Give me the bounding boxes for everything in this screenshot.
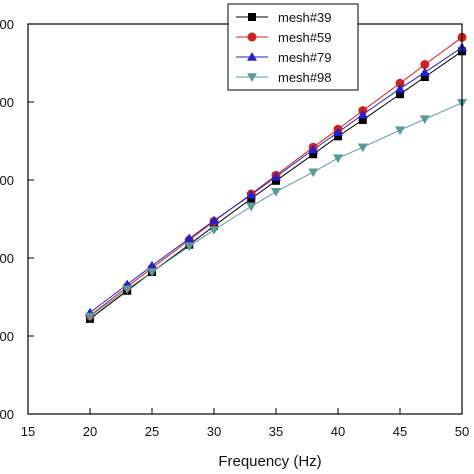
y-tick-label: 00 [0, 329, 14, 344]
x-tick-label: 25 [145, 424, 159, 439]
x-axis-title: Frequency (Hz) [218, 453, 321, 470]
data-point-mesh#79 [271, 171, 281, 181]
x-tick-label: 30 [207, 424, 221, 439]
data-point-mesh#39 [334, 132, 342, 141]
data-point-mesh#79 [357, 109, 368, 119]
data-point-mesh#98 [246, 202, 257, 212]
data-point-mesh#98 [271, 187, 281, 197]
data-point-mesh#79 [184, 233, 195, 243]
data-point-mesh#79 [246, 189, 257, 199]
data-point-mesh#79 [395, 83, 405, 93]
data-point-mesh#39 [420, 73, 429, 82]
data-point-mesh#98 [308, 168, 319, 178]
legend-marker [247, 32, 257, 42]
legend-label: mesh#98 [278, 70, 331, 85]
data-point-mesh#79 [147, 260, 157, 270]
data-point-mesh#98 [333, 154, 343, 164]
x-tick-label: 20 [83, 424, 97, 439]
data-point-mesh#59 [420, 60, 430, 70]
data-point-mesh#98 [395, 126, 405, 136]
x-tick-label: 40 [331, 424, 345, 439]
legend-label: mesh#79 [278, 50, 331, 65]
data-point-mesh#98 [357, 143, 368, 153]
data-point-mesh#98 [209, 226, 219, 235]
data-point-mesh#98 [184, 242, 195, 252]
legend-marker [247, 52, 257, 61]
data-point-mesh#39 [309, 150, 318, 159]
legend-marker [247, 73, 257, 82]
data-point-mesh#39 [358, 115, 367, 124]
y-tick-label: 00 [0, 407, 14, 422]
data-point-mesh#98 [419, 115, 430, 125]
data-point-mesh#39 [272, 176, 280, 185]
data-point-mesh#79 [209, 215, 219, 225]
y-tick-label: 00 [0, 17, 14, 32]
data-point-mesh#39 [210, 222, 218, 231]
data-point-mesh#79 [419, 67, 430, 77]
data-point-mesh#98 [85, 312, 95, 322]
x-tick-label: 45 [393, 424, 407, 439]
y-tick-label: 00 [0, 95, 14, 110]
data-point-mesh#39 [396, 90, 404, 99]
data-point-mesh#39 [247, 194, 256, 203]
legend-marker [248, 13, 256, 21]
x-tick-label: 15 [21, 424, 35, 439]
legend-label: mesh#39 [278, 10, 331, 25]
data-point-mesh#79 [308, 144, 319, 154]
data-point-mesh#79 [333, 127, 343, 137]
x-tick-label: 50 [455, 424, 469, 439]
y-tick-label: 00 [0, 251, 14, 266]
legend-label: mesh#59 [278, 30, 331, 45]
data-point-mesh#98 [122, 285, 133, 295]
data-point-mesh#59 [395, 78, 405, 88]
x-tick-label: 35 [269, 424, 283, 439]
y-tick-label: 00 [0, 173, 14, 188]
legend: mesh#39 mesh#59 mesh#79 mesh#98 [227, 3, 359, 91]
data-point-mesh#98 [147, 268, 157, 278]
